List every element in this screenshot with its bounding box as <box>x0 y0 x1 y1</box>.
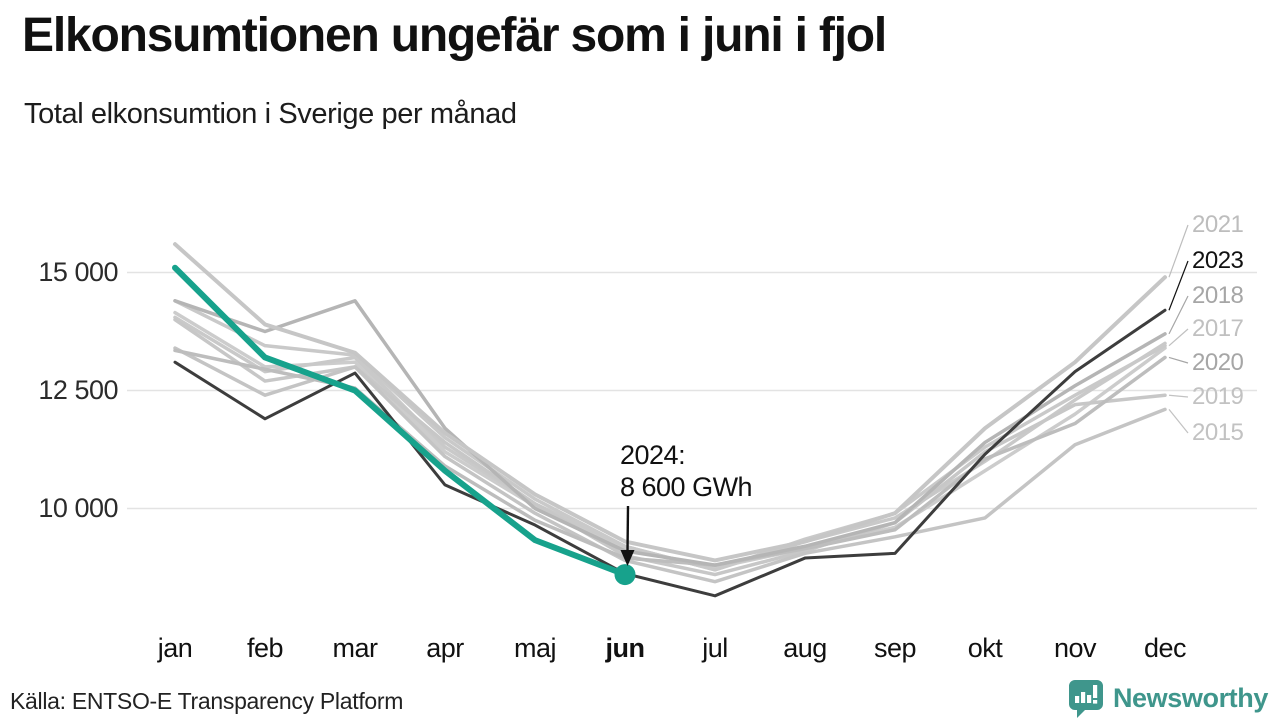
year-label-2020: 2020 <box>1192 349 1244 376</box>
year-label-2021: 2021 <box>1192 211 1244 238</box>
annotation-line2: 8 600 GWh <box>620 471 753 502</box>
newsworthy-logo-icon <box>1068 680 1103 718</box>
year-label-2017: 2017 <box>1192 315 1244 342</box>
x-axis-label-dec: dec <box>1143 633 1187 663</box>
year-label-2023: 2023 <box>1192 247 1244 274</box>
series-line-2019 <box>173 317 1167 577</box>
newsworthy-logo: Newsworthy <box>1067 678 1268 718</box>
page-subtitle: Total elkonsumtion i Sverige per månad <box>24 98 517 130</box>
newsworthy-logo-text: Newsworthy <box>1112 682 1268 713</box>
year-label-2015: 2015 <box>1192 419 1244 446</box>
year-label-2018: 2018 <box>1192 282 1244 309</box>
year-label-2019: 2019 <box>1192 383 1244 410</box>
series-line-2021 <box>173 242 1167 563</box>
x-axis-label-maj: maj <box>513 633 557 663</box>
x-axis-label-aug: aug <box>783 633 827 663</box>
x-axis-label-jun: jun <box>605 633 646 663</box>
label-leader-line <box>1168 295 1189 335</box>
series-line-2018 <box>173 299 1167 567</box>
x-axis-label-jul: jul <box>702 633 728 663</box>
series-line-2024 <box>172 264 628 578</box>
y-axis-label: 12 500 <box>38 374 118 405</box>
label-leader-line <box>1168 394 1189 398</box>
label-leader-line <box>1168 260 1189 311</box>
annotation-arrow <box>626 505 630 554</box>
source-text: Källa: ENTSO-E Transparency Platform <box>10 688 404 714</box>
x-axis-label-sep: sep <box>873 633 917 663</box>
y-axis-label: 15 000 <box>38 256 118 287</box>
series-line-2023 <box>173 308 1167 598</box>
label-leader-line <box>1168 224 1189 278</box>
label-leader-line <box>1168 356 1189 364</box>
x-axis-label-nov: nov <box>1053 633 1097 663</box>
x-axis-label-feb: feb <box>246 633 284 663</box>
annotation: 2024: 8 600 GWh <box>620 440 753 504</box>
y-axis-label: 10 000 <box>38 492 118 523</box>
x-axis-label-okt: okt <box>967 633 1003 663</box>
data-point-dot <box>614 564 636 586</box>
label-leader-line <box>1168 409 1189 434</box>
page-title: Elkonsumtionen ungefär som i juni i fjol <box>22 9 887 62</box>
series-line-2015 <box>173 346 1167 584</box>
x-axis-label-apr: apr <box>426 633 464 663</box>
annotation-arrowhead <box>620 550 635 566</box>
annotation-line1: 2024: <box>620 440 686 470</box>
x-axis-label-jan: jan <box>157 633 193 663</box>
x-axis-label-mar: mar <box>332 633 379 663</box>
label-leader-line <box>1168 328 1189 347</box>
